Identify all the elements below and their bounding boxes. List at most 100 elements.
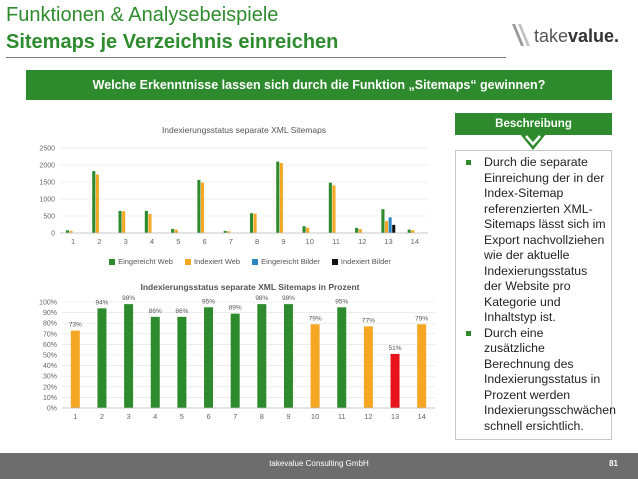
indexing-percent-chart: Indexierungsstatus separate XML Sitemaps… (39, 282, 435, 421)
x-tick-label: 8 (260, 412, 264, 421)
bar (407, 229, 411, 233)
footer-company: takevalue Consulting GmbH (269, 459, 369, 468)
x-tick-label: 12 (358, 237, 366, 246)
bar (332, 185, 336, 233)
data-label: 79% (309, 315, 322, 322)
bar (177, 316, 187, 408)
legend-label: Eingereicht Web (118, 257, 173, 266)
bar (95, 174, 99, 233)
data-label: 86% (175, 308, 188, 315)
bar (148, 213, 152, 233)
data-label: 98% (255, 295, 268, 302)
indexing-status-chart: Indexierungsstatus separate XML Sitemaps… (39, 125, 428, 246)
bar (92, 171, 96, 233)
x-tick-label: 11 (338, 412, 346, 421)
bar (355, 227, 359, 233)
chart-title: Indexierungsstatus separate XML Sitemaps… (140, 282, 359, 292)
bar (70, 330, 80, 408)
x-tick-label: 4 (150, 237, 154, 246)
legend-label: Eingereicht Bilder (261, 257, 320, 266)
x-tick-label: 1 (73, 412, 77, 421)
bar (69, 230, 73, 233)
legend-swatch (331, 258, 338, 265)
y-tick-label: 100% (39, 300, 57, 307)
bar (392, 224, 396, 233)
legend-label: Indexiert Bilder (340, 257, 391, 266)
bar (310, 324, 320, 408)
x-tick-label: 13 (391, 412, 399, 421)
legend-item: Eingereicht Bilder (252, 257, 320, 266)
bar (358, 229, 362, 233)
data-label: 86% (149, 308, 162, 315)
description-header: Beschreibung (455, 113, 612, 135)
x-tick-label: 7 (229, 237, 233, 246)
bar (253, 213, 257, 233)
bar (197, 179, 201, 233)
bar (276, 161, 280, 233)
data-label: 79% (415, 315, 428, 322)
bullet-square-icon (466, 330, 471, 336)
bar (257, 304, 267, 408)
slide-title: Funktionen & Analysebeispiele (6, 4, 279, 26)
x-tick-label: 4 (153, 412, 157, 421)
data-label: 94% (95, 299, 108, 306)
y-tick-label: 50% (43, 353, 57, 360)
x-tick-label: 9 (281, 237, 285, 246)
bar (381, 209, 385, 233)
svg-text:takevalue.: takevalue. (534, 26, 619, 46)
x-tick-label: 2 (100, 412, 104, 421)
bar (204, 307, 214, 408)
page-number: 81 (609, 459, 618, 468)
data-label: 95% (335, 298, 348, 305)
x-tick-label: 5 (176, 237, 180, 246)
y-tick-label: 0% (47, 406, 57, 413)
x-tick-label: 13 (384, 237, 392, 246)
bar (388, 217, 392, 233)
slide-subtitle: Sitemaps je Verzeichnis einreichen (6, 31, 339, 53)
y-tick-label: 90% (43, 310, 57, 317)
legend-item: Indexiert Web (184, 257, 240, 266)
y-tick-label: 1000 (39, 197, 55, 204)
data-label: 98% (282, 295, 295, 302)
data-label: 95% (202, 298, 215, 305)
legend-swatch (109, 258, 116, 265)
y-tick-label: 2500 (39, 146, 55, 153)
data-label: 98% (122, 295, 135, 302)
bar (150, 316, 160, 408)
y-tick-label: 70% (43, 331, 57, 338)
x-tick-label: 1 (71, 237, 75, 246)
chart-title: Indexierungsstatus separate XML Sitemaps (162, 125, 326, 135)
y-tick-label: 1500 (39, 180, 55, 187)
y-tick-label: 30% (43, 374, 57, 381)
bar (200, 182, 205, 233)
legend-swatch (184, 258, 191, 265)
bar (227, 231, 231, 233)
y-tick-label: 10% (43, 395, 57, 402)
y-tick-label: 0 (51, 231, 55, 238)
chevron-down-icon (520, 134, 546, 150)
x-tick-label: 6 (206, 412, 210, 421)
x-tick-label: 14 (418, 412, 426, 421)
x-tick-label: 12 (364, 412, 372, 421)
data-label: 51% (389, 345, 402, 352)
x-tick-label: 9 (286, 412, 290, 421)
legend-swatch (252, 258, 259, 265)
bar (283, 304, 293, 408)
bar (384, 221, 389, 233)
x-tick-label: 2 (97, 237, 101, 246)
bar (390, 353, 400, 408)
bar (223, 230, 227, 233)
bar (124, 304, 134, 408)
bar (144, 210, 148, 233)
bar (122, 211, 126, 233)
bar (174, 229, 178, 233)
bar (306, 227, 310, 233)
bar (328, 182, 332, 233)
bar (230, 313, 240, 408)
list-item: Durch eine zusätzliche Berechnung des In… (464, 326, 616, 435)
x-tick-label: 6 (202, 237, 206, 246)
x-tick-label: 10 (306, 237, 314, 246)
x-tick-label: 3 (124, 237, 128, 246)
bar (249, 213, 254, 233)
x-tick-label: 11 (332, 237, 340, 246)
